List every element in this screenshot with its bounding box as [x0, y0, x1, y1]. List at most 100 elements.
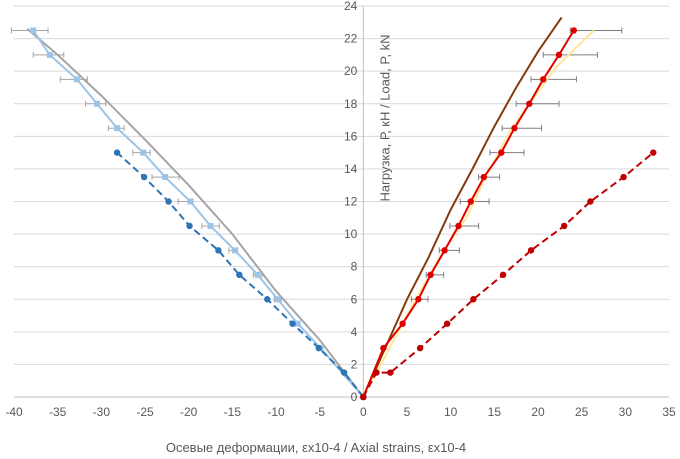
- data-point: [162, 174, 169, 181]
- x-tick-label: -20: [180, 405, 198, 419]
- y-tick-label: 12: [344, 195, 358, 209]
- data-point: [498, 149, 505, 156]
- y-tick-label: 14: [344, 162, 358, 176]
- data-point: [113, 149, 121, 156]
- series-0: [26, 28, 365, 398]
- data-point: [527, 247, 535, 254]
- data-point: [561, 222, 568, 230]
- error-bar: [449, 222, 480, 229]
- data-series: [26, 16, 657, 401]
- series-6: [360, 149, 657, 401]
- error-bar: [515, 100, 560, 107]
- x-tick-label: 25: [575, 405, 589, 419]
- series-line-4: [362, 29, 595, 398]
- series-line-0: [26, 28, 365, 398]
- data-point: [427, 271, 434, 279]
- axes: [14, 6, 669, 398]
- data-point: [380, 344, 387, 352]
- y-tick-label: 20: [344, 64, 358, 78]
- data-point: [215, 247, 222, 254]
- error-bar: [501, 125, 542, 132]
- data-point: [73, 76, 80, 83]
- data-point: [274, 296, 281, 303]
- data-point: [264, 296, 271, 303]
- x-tick-labels: -40 -35 -30 -25 -20 -15 -10 -5 0 5 10 15 20 25 30 35: [5, 405, 676, 419]
- y-tick-label: 0: [351, 390, 358, 404]
- y-tick-label: 18: [344, 97, 358, 111]
- data-point: [467, 198, 474, 205]
- data-point: [540, 76, 547, 83]
- x-tick-label: 15: [488, 405, 502, 419]
- data-point: [470, 296, 477, 303]
- series-5: [360, 27, 578, 401]
- data-point: [441, 247, 448, 254]
- x-tick-label: 5: [404, 405, 411, 419]
- data-point: [315, 344, 322, 352]
- data-point: [587, 198, 594, 205]
- data-point: [570, 27, 578, 34]
- data-point: [555, 51, 563, 59]
- x-tick-label: -15: [224, 405, 242, 419]
- x-tick-label: 35: [662, 405, 676, 419]
- data-point: [387, 369, 394, 376]
- data-point: [93, 100, 100, 107]
- x-tick-label: -10: [267, 405, 285, 419]
- data-point: [511, 124, 518, 132]
- series-line-1: [32, 29, 365, 398]
- x-tick-label: 10: [444, 405, 458, 419]
- y-tick-label: 8: [351, 260, 358, 274]
- data-point: [294, 320, 301, 327]
- error-bars: [10, 27, 623, 303]
- data-point: [114, 125, 121, 132]
- y-tick-label: 4: [351, 325, 358, 339]
- data-point: [187, 198, 194, 205]
- data-point: [416, 344, 424, 352]
- data-point: [373, 369, 380, 376]
- data-point: [289, 320, 296, 327]
- data-point: [165, 198, 172, 205]
- x-tick-label: -25: [136, 405, 154, 419]
- x-tick-label: -35: [49, 405, 67, 419]
- y-tick-label: 22: [344, 32, 358, 46]
- data-point: [499, 271, 507, 279]
- data-point: [340, 369, 348, 376]
- series-line-2: [116, 151, 365, 398]
- series-4: [362, 29, 595, 398]
- data-point: [399, 320, 406, 327]
- y-tick-label: 24: [344, 0, 358, 13]
- data-point: [620, 173, 627, 181]
- series-2: [113, 149, 367, 401]
- data-point: [186, 222, 193, 230]
- y-tick-label: 16: [344, 129, 358, 143]
- error-bar: [489, 149, 525, 156]
- data-point: [650, 149, 657, 156]
- error-bar: [542, 51, 598, 58]
- series-line-6: [362, 151, 654, 398]
- x-tick-label: 0: [360, 405, 367, 419]
- data-point: [480, 173, 488, 181]
- y-tick-label: 6: [351, 292, 358, 306]
- data-point: [30, 27, 37, 34]
- data-point: [254, 271, 261, 278]
- x-tick-label: -30: [93, 405, 111, 419]
- x-tick-label: -40: [5, 405, 23, 419]
- data-point: [46, 51, 53, 58]
- y-tick-label: 10: [344, 227, 358, 241]
- x-tick-label: 30: [619, 405, 633, 419]
- series-line-3: [362, 16, 563, 398]
- data-point: [140, 149, 147, 156]
- y-tick-label: 2: [351, 357, 358, 371]
- data-point: [415, 296, 422, 303]
- y-axis-title: Нагрузка, Р, кН / Load, P, kN: [377, 35, 392, 202]
- data-point: [526, 100, 533, 107]
- data-point: [443, 320, 451, 327]
- data-point: [207, 222, 214, 229]
- x-tick-label: -5: [314, 405, 325, 419]
- data-point: [236, 271, 243, 279]
- data-point: [140, 173, 148, 181]
- x-axis-title: Осевые деформации, εx10-4 / Axial strain…: [166, 440, 466, 455]
- data-point: [231, 247, 238, 254]
- data-point: [360, 393, 367, 401]
- grid-lines: [14, 5, 669, 365]
